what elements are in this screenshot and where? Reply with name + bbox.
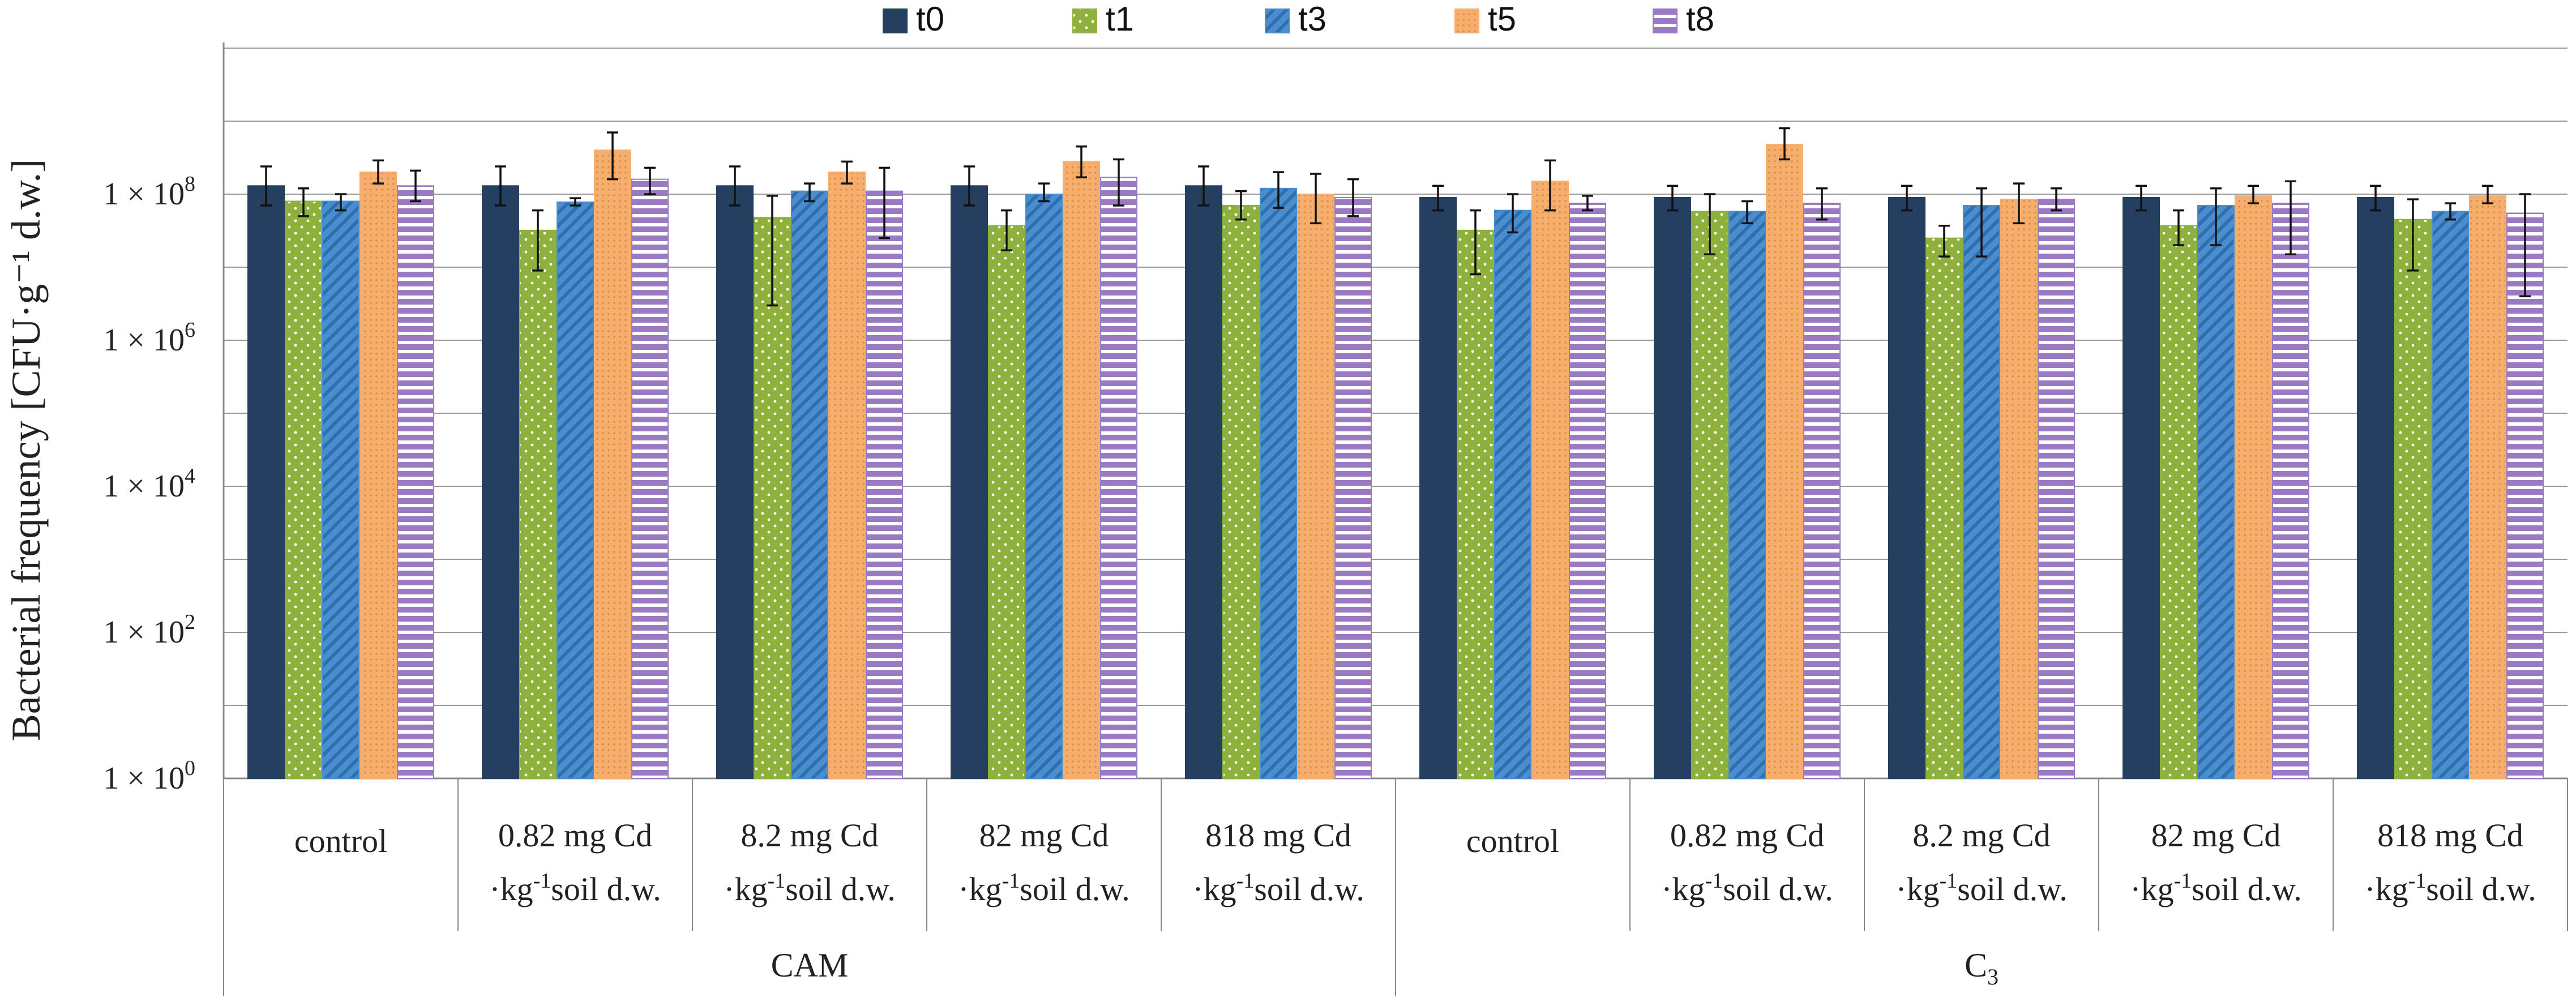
category-label: 818 mg Cd xyxy=(2377,817,2523,854)
bar-t8 xyxy=(2038,199,2075,779)
category-label-unit: ·kg-1soil d.w. xyxy=(1661,869,1833,907)
category-label: 8.2 mg Cd xyxy=(741,817,878,854)
y-tick-label: 1 × 108 xyxy=(103,172,195,212)
category-label: 8.2 mg Cd xyxy=(1912,817,2050,854)
category-label: 818 mg Cd xyxy=(1205,817,1351,854)
bar-t0 xyxy=(1888,196,1925,779)
category-label-unit: ·kg-1soil d.w. xyxy=(2364,869,2536,907)
category-label: control xyxy=(1466,823,1559,859)
bar-t8 xyxy=(631,178,669,779)
category-label: control xyxy=(294,823,387,859)
bar-t0 xyxy=(1185,185,1222,780)
category-label-unit: ·kg-1soil d.w. xyxy=(724,869,895,907)
legend-label-t5: t5 xyxy=(1488,0,1516,38)
legend-label-t8: t8 xyxy=(1686,0,1714,38)
bar-t3 xyxy=(1025,194,1063,779)
bar-t8 xyxy=(1100,177,1137,779)
y-tick-label: 1 × 106 xyxy=(103,318,195,358)
bar-t1 xyxy=(2160,225,2197,779)
bar-t5 xyxy=(594,149,631,780)
bar-t0 xyxy=(1419,196,1457,779)
legend-swatch-t1 xyxy=(1072,8,1097,33)
bar-t8 xyxy=(1803,203,1841,779)
group-label: C3 xyxy=(1965,947,1999,990)
bar-t1 xyxy=(1457,229,1494,780)
y-tick-label: 1 × 102 xyxy=(103,610,195,650)
bar-t3 xyxy=(1494,209,1531,780)
bar-t5 xyxy=(1531,181,1569,780)
bar-t8 xyxy=(866,190,903,779)
bar-t8 xyxy=(1334,196,1372,779)
bar-t1 xyxy=(1222,204,1260,779)
bar-t3 xyxy=(1728,211,1766,780)
bar-t3 xyxy=(322,200,360,779)
category-label: 0.82 mg Cd xyxy=(498,817,652,854)
bar-t1 xyxy=(754,217,791,779)
bar-t5 xyxy=(1766,144,1803,779)
bar-t5 xyxy=(2235,195,2272,779)
bar-t3 xyxy=(791,190,828,779)
legend-swatch-t3 xyxy=(1265,8,1290,33)
bar-t5 xyxy=(360,172,397,780)
bar-t1 xyxy=(1925,237,1963,780)
y-axis-label: Bacterial frequency [CFU·g⁻¹ d.w.] xyxy=(3,159,49,742)
bar-t5 xyxy=(828,172,866,780)
bar-t3 xyxy=(2197,204,2235,779)
y-tick-labels: 1 × 100 1 × 102 1 × 104 1 × 106 1 × 108 xyxy=(103,172,195,796)
error-bars xyxy=(260,127,2531,307)
bar-t3 xyxy=(1963,204,2000,779)
bar-t5 xyxy=(1297,194,1334,779)
legend-swatch-t0 xyxy=(883,8,908,33)
bar-t1 xyxy=(988,225,1025,779)
bar-t0 xyxy=(716,185,754,780)
bar-t0 xyxy=(1654,196,1691,779)
bar-t1 xyxy=(519,229,557,780)
bar-t8 xyxy=(2272,203,2309,779)
group-labels: CAM C3 xyxy=(771,947,1999,990)
category-label: 82 mg Cd xyxy=(979,817,1109,854)
bar-t0 xyxy=(2123,196,2160,779)
category-labels: control 0.82 mg Cd ·kg-1soil d.w. 8.2 mg Cd… xyxy=(294,817,2536,907)
bar-t0 xyxy=(247,185,285,780)
bar-t8 xyxy=(2506,212,2544,779)
bar-t0 xyxy=(2357,196,2394,779)
bar-t0 xyxy=(482,185,519,780)
category-label-unit: ·kg-1soil d.w. xyxy=(958,869,1129,907)
bar-t1 xyxy=(1691,211,1728,780)
category-label-unit: ·kg-1soil d.w. xyxy=(1895,869,2067,907)
bar-t3 xyxy=(2432,211,2469,780)
bar-t0 xyxy=(951,185,988,780)
category-label-unit: ·kg-1soil d.w. xyxy=(2130,869,2301,907)
bar-t5 xyxy=(2469,195,2506,779)
category-label-unit: ·kg-1soil d.w. xyxy=(489,869,661,907)
bar-t1 xyxy=(2394,219,2432,779)
bar-t5 xyxy=(2000,199,2038,779)
y-tick-label: 1 × 104 xyxy=(103,464,195,504)
bar-t3 xyxy=(557,201,594,779)
bar-t8 xyxy=(397,185,434,780)
legend-label-t0: t0 xyxy=(916,0,944,38)
bar-t3 xyxy=(1260,187,1297,779)
category-label: 0.82 mg Cd xyxy=(1670,817,1824,854)
category-label-unit: ·kg-1soil d.w. xyxy=(1192,869,1364,907)
legend-label-t3: t3 xyxy=(1298,0,1326,38)
group-label: CAM xyxy=(771,947,849,984)
legend-swatch-t5 xyxy=(1454,8,1479,33)
legend-label-t1: t1 xyxy=(1106,0,1134,38)
bar-t8 xyxy=(1569,203,1606,779)
bars xyxy=(247,144,2544,780)
y-tick-label: 1 × 100 xyxy=(103,756,195,796)
legend-swatch-t8 xyxy=(1653,8,1678,33)
legend: t0 t1 t3 t5 t8 xyxy=(883,0,1714,38)
category-label: 82 mg Cd xyxy=(2151,817,2281,854)
bar-t1 xyxy=(285,200,322,779)
bar-t5 xyxy=(1063,161,1100,779)
